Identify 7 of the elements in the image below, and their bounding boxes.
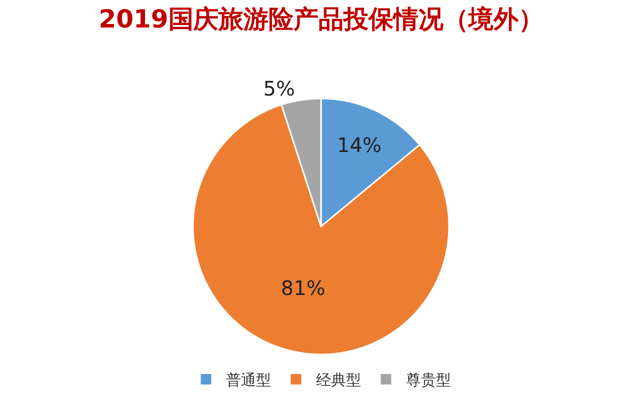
legend-label: 普通型 [226, 371, 271, 390]
data-label: 14% [337, 133, 382, 158]
data-label: 5% [263, 76, 295, 100]
data-label: 81% [280, 276, 326, 300]
chart-title: 2019国庆旅游险产品投保情况（境外） [98, 4, 544, 34]
legend-label: 尊贵型 [406, 371, 451, 390]
legend-label: 经典型 [316, 371, 361, 390]
